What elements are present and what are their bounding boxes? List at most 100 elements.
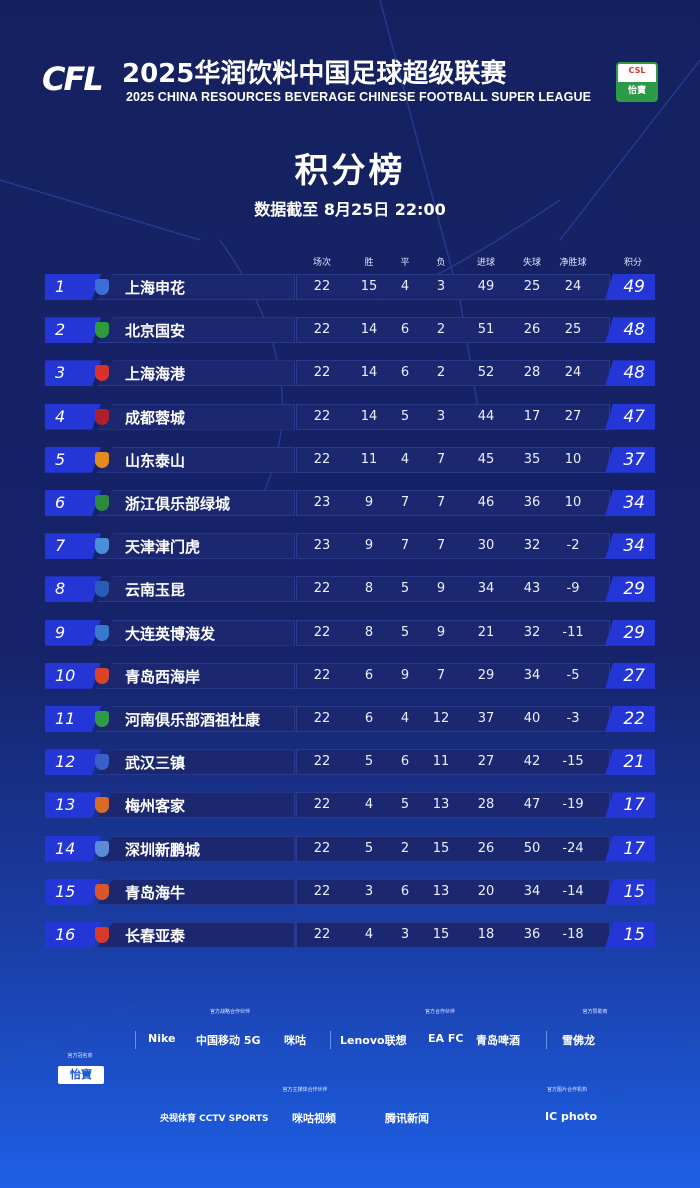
stats-cell	[296, 619, 610, 646]
league-title-en: 2025 CHINA RESOURCES BEVERAGE CHINESE FO…	[126, 90, 592, 104]
stat-gf: 45	[477, 451, 495, 467]
points: 17	[605, 792, 655, 819]
stat-ga: 35	[523, 451, 541, 467]
stat-gd: -11	[562, 624, 584, 640]
divider	[330, 1031, 331, 1049]
stat-played: 22	[313, 365, 331, 381]
stat-d: 4	[400, 711, 410, 726]
sponsor-logo: 咪咕	[284, 1034, 306, 1047]
stat-l: 12	[432, 711, 450, 726]
stat-w: 9	[364, 495, 374, 510]
stat-w: 6	[364, 711, 374, 726]
stat-d: 5	[400, 581, 410, 597]
stat-ga: 34	[523, 667, 541, 683]
cfl-logo: CFL	[42, 60, 104, 98]
stat-played: 23	[313, 495, 331, 510]
stat-gf: 51	[477, 322, 495, 338]
rank: 6	[45, 490, 101, 516]
stat-played: 22	[313, 711, 331, 726]
column-header: 平	[400, 258, 410, 268]
stat-w: 14	[360, 365, 378, 381]
stat-gf: 44	[477, 408, 495, 424]
stat-w: 14	[360, 408, 378, 424]
rank: 3	[45, 360, 101, 387]
stat-gd: 10	[564, 495, 582, 510]
standings-row: 16 长春亚泰 22 4 3 15 18 36 -18 15	[45, 922, 655, 948]
stat-w: 9	[364, 538, 374, 554]
team-badge-icon	[95, 538, 109, 555]
stat-ga: 28	[523, 365, 541, 381]
stat-ga: 43	[523, 581, 541, 597]
stat-l: 15	[432, 927, 450, 942]
stat-l: 9	[436, 624, 446, 640]
sponsor-logo: 央视体育 CCTV SPORTS	[160, 1114, 269, 1124]
stat-gf: 46	[477, 495, 495, 510]
team-name: 北京国安	[125, 322, 186, 341]
sponsor-label: 官方合作伙伴	[424, 1009, 455, 1015]
team-cell	[97, 619, 295, 646]
stats-cell	[296, 835, 610, 862]
stat-d: 2	[400, 840, 410, 856]
stat-l: 13	[432, 883, 450, 899]
stat-ga: 17	[523, 408, 541, 424]
csl-logo: CSL 怡寶	[616, 62, 658, 102]
standings-row: 15 青岛海牛 22 3 6 13 20 34 -14 15	[45, 878, 655, 905]
points: 17	[605, 835, 655, 862]
team-cell	[97, 878, 295, 905]
stat-d: 6	[400, 883, 410, 899]
stat-gd: -24	[562, 840, 584, 856]
points: 48	[605, 360, 655, 387]
stat-l: 7	[436, 451, 446, 467]
stat-d: 9	[400, 667, 410, 683]
team-name: 青岛西海岸	[125, 667, 201, 686]
stat-gd: -5	[566, 667, 580, 683]
team-name: 长春亚泰	[125, 927, 186, 945]
stat-gd: -18	[562, 927, 584, 942]
stat-played: 22	[313, 927, 331, 942]
stat-gf: 29	[477, 667, 495, 683]
data-timestamp: 数据截至 8月25日 22:00	[254, 200, 446, 219]
rank: 1	[45, 274, 101, 300]
stats-cell	[296, 749, 610, 776]
stat-gf: 27	[477, 754, 495, 770]
stat-w: 4	[364, 927, 374, 942]
points: 29	[605, 576, 655, 603]
team-name: 上海海港	[125, 365, 186, 384]
points: 34	[605, 490, 655, 516]
stats-cell	[296, 490, 610, 516]
standings-row: 8 云南玉昆 22 8 5 9 34 43 -9 29	[45, 576, 655, 603]
sponsor-label: 官方图片合作机构	[546, 1087, 587, 1093]
points: 22	[605, 706, 655, 732]
team-name: 深圳新鹏城	[125, 840, 201, 859]
stat-l: 2	[436, 322, 446, 338]
stat-gd: 24	[564, 365, 582, 381]
team-cell	[97, 360, 295, 387]
rank: 16	[45, 922, 101, 948]
stats-cell	[296, 533, 610, 560]
stat-w: 8	[364, 581, 374, 597]
stat-ga: 25	[523, 279, 541, 294]
stat-gf: 20	[477, 883, 495, 899]
standings-row: 12 武汉三镇 22 5 6 11 27 42 -15 21	[45, 749, 655, 776]
stat-gd: 24	[564, 279, 582, 294]
standings-row: 11 河南俱乐部酒祖杜康 22 6 4 12 37 40 -3 22	[45, 706, 655, 732]
stat-d: 4	[400, 279, 410, 294]
stat-gd: -19	[562, 797, 584, 813]
stat-l: 13	[432, 797, 450, 813]
stat-played: 22	[313, 451, 331, 467]
team-badge-icon	[95, 883, 109, 900]
rank: 10	[45, 662, 101, 689]
stat-played: 22	[313, 797, 331, 813]
standings-row: 2 北京国安 22 14 6 2 51 26 25 48	[45, 317, 655, 344]
points: 34	[605, 533, 655, 560]
standings-row: 7 天津津门虎 23 9 7 7 30 32 -2 34	[45, 533, 655, 560]
standings-row: 3 上海海港 22 14 6 2 52 28 24 48	[45, 360, 655, 387]
rank: 13	[45, 792, 101, 819]
stat-ga: 32	[523, 538, 541, 554]
stat-played: 22	[313, 754, 331, 770]
rank: 11	[45, 706, 101, 732]
rank: 14	[45, 835, 101, 862]
team-cell	[97, 317, 295, 344]
stat-w: 15	[360, 279, 378, 294]
sponsor-logo: 中国移动 5G	[196, 1034, 261, 1047]
